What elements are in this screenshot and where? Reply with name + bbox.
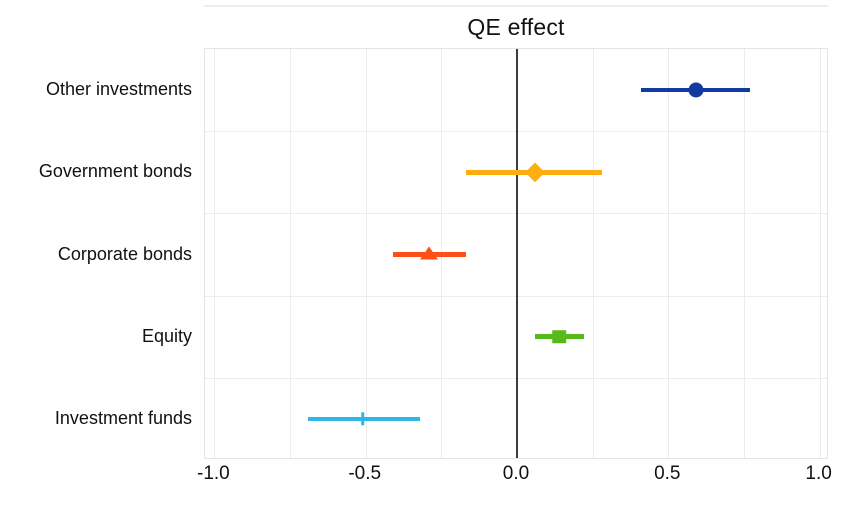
x-axis-tick-label: 1.0 bbox=[805, 463, 832, 484]
grid-line-row-separator bbox=[205, 213, 827, 215]
grid-line-vertical bbox=[668, 49, 670, 458]
zero-reference-line bbox=[516, 49, 518, 458]
estimate-marker-circle bbox=[688, 82, 704, 98]
category-label: Corporate bonds bbox=[57, 243, 192, 264]
chart-panel bbox=[204, 48, 828, 459]
x-axis-tick-label: 0.5 bbox=[654, 463, 681, 484]
category-label: Government bonds bbox=[38, 161, 192, 182]
grid-line-vertical bbox=[290, 49, 292, 458]
grid-line-vertical bbox=[214, 49, 216, 458]
grid-line-row-separator bbox=[205, 377, 827, 379]
x-axis-tick-label: 0.0 bbox=[502, 463, 530, 484]
grid-line-row-separator bbox=[205, 131, 827, 133]
estimate-marker-diamond bbox=[525, 162, 545, 182]
grid-line-vertical bbox=[743, 49, 745, 458]
grid-line-vertical bbox=[365, 49, 367, 458]
estimate-marker-vertical-tick bbox=[360, 412, 365, 426]
grid-line-vertical bbox=[819, 49, 821, 458]
chart-title: QE effect bbox=[467, 14, 565, 40]
category-label: Equity bbox=[141, 325, 192, 346]
grid-line-row-separator bbox=[205, 295, 827, 297]
top-separator-line bbox=[204, 5, 828, 7]
grid-line-vertical bbox=[592, 49, 594, 458]
category-label: Other investments bbox=[45, 79, 192, 100]
category-label: Investment funds bbox=[54, 407, 192, 428]
x-axis-tick-label: -0.5 bbox=[348, 463, 382, 484]
estimate-marker-triangle bbox=[420, 246, 439, 259]
estimate-marker-square bbox=[552, 329, 567, 344]
x-axis-tick-label: -1.0 bbox=[197, 463, 230, 484]
